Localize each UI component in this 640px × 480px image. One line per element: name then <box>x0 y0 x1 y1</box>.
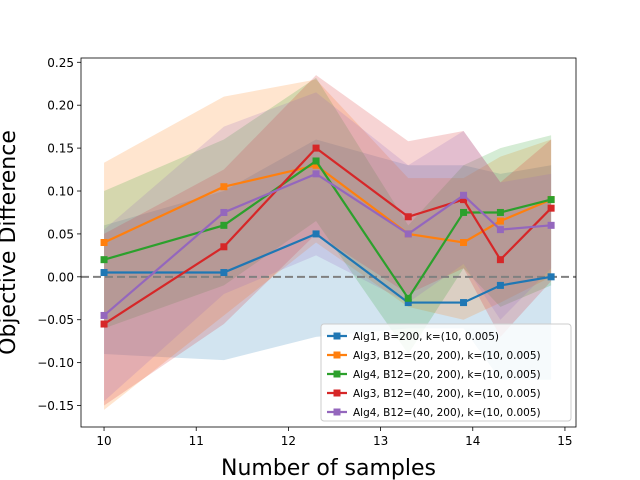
legend-label: Alg4, B12=(40, 200), k=(10, 0.005) <box>353 407 541 419</box>
y-tick-label: 0.20 <box>47 99 74 113</box>
data-point <box>405 213 412 220</box>
data-point <box>497 256 504 263</box>
legend-label: Alg3, B12=(20, 200), k=(10, 0.005) <box>353 350 541 362</box>
legend-item: Alg3, B12=(40, 200), k=(10, 0.005) <box>327 388 541 400</box>
data-point <box>497 226 504 233</box>
x-tick-label: 14 <box>465 434 480 448</box>
legend-marker <box>334 371 341 378</box>
data-point <box>313 230 320 237</box>
y-tick-label: −0.05 <box>37 313 74 327</box>
y-tick-label: 0.10 <box>47 185 74 199</box>
legend-label: Alg1, B=200, k=(10, 0.005) <box>353 331 499 343</box>
y-tick-label: 0.15 <box>47 142 74 156</box>
x-axis-ticks: 10 11 12 13 14 15 <box>96 427 572 448</box>
data-point <box>548 205 555 212</box>
data-point <box>548 273 555 280</box>
x-axis-label: Number of samples <box>221 456 436 480</box>
data-point <box>220 183 227 190</box>
data-point <box>313 170 320 177</box>
data-point <box>101 321 108 328</box>
x-tick-label: 15 <box>557 434 572 448</box>
data-point <box>101 256 108 263</box>
x-tick-label: 10 <box>96 434 111 448</box>
data-point <box>101 312 108 319</box>
y-tick-label: 0.00 <box>47 270 74 284</box>
y-tick-label: −0.10 <box>37 356 74 370</box>
legend-item: Alg3, B12=(20, 200), k=(10, 0.005) <box>327 350 541 362</box>
data-point <box>313 145 320 152</box>
data-point <box>548 196 555 203</box>
data-point <box>220 243 227 250</box>
data-point <box>548 222 555 229</box>
data-point <box>220 269 227 276</box>
legend-marker <box>334 333 341 340</box>
legend-item: Alg4, B12=(40, 200), k=(10, 0.005) <box>327 407 541 419</box>
y-tick-label: 0.05 <box>47 227 74 241</box>
legend-label: Alg4, B12=(20, 200), k=(10, 0.005) <box>353 369 541 381</box>
data-point <box>313 157 320 164</box>
legend-label: Alg3, B12=(40, 200), k=(10, 0.005) <box>353 388 541 400</box>
data-point <box>101 269 108 276</box>
legend-item: Alg4, B12=(20, 200), k=(10, 0.005) <box>327 369 541 381</box>
x-tick-label: 11 <box>189 434 204 448</box>
data-point <box>101 239 108 246</box>
y-axis-label: Objective Difference <box>0 130 21 355</box>
data-point <box>405 230 412 237</box>
data-point <box>497 282 504 289</box>
y-tick-label: −0.15 <box>37 399 74 413</box>
legend-item: Alg1, B=200, k=(10, 0.005) <box>327 331 499 343</box>
data-point <box>460 239 467 246</box>
data-point <box>405 295 412 302</box>
x-tick-label: 13 <box>373 434 388 448</box>
data-point <box>497 209 504 216</box>
y-axis-ticks: −0.15 −0.10 −0.05 0.00 0.05 0.10 0.15 0.20 0.25 <box>37 56 81 413</box>
legend-marker <box>334 409 341 416</box>
legend-marker <box>334 352 341 359</box>
y-tick-label: 0.25 <box>47 56 74 70</box>
x-tick-label: 12 <box>281 434 296 448</box>
legend-marker <box>334 390 341 397</box>
data-point <box>460 299 467 306</box>
legend: Alg1, B=200, k=(10, 0.005) Alg3, B12=(20,… <box>321 324 571 421</box>
data-point <box>220 222 227 229</box>
data-point <box>460 209 467 216</box>
data-point <box>497 218 504 225</box>
data-point <box>460 192 467 199</box>
data-point <box>220 209 227 216</box>
